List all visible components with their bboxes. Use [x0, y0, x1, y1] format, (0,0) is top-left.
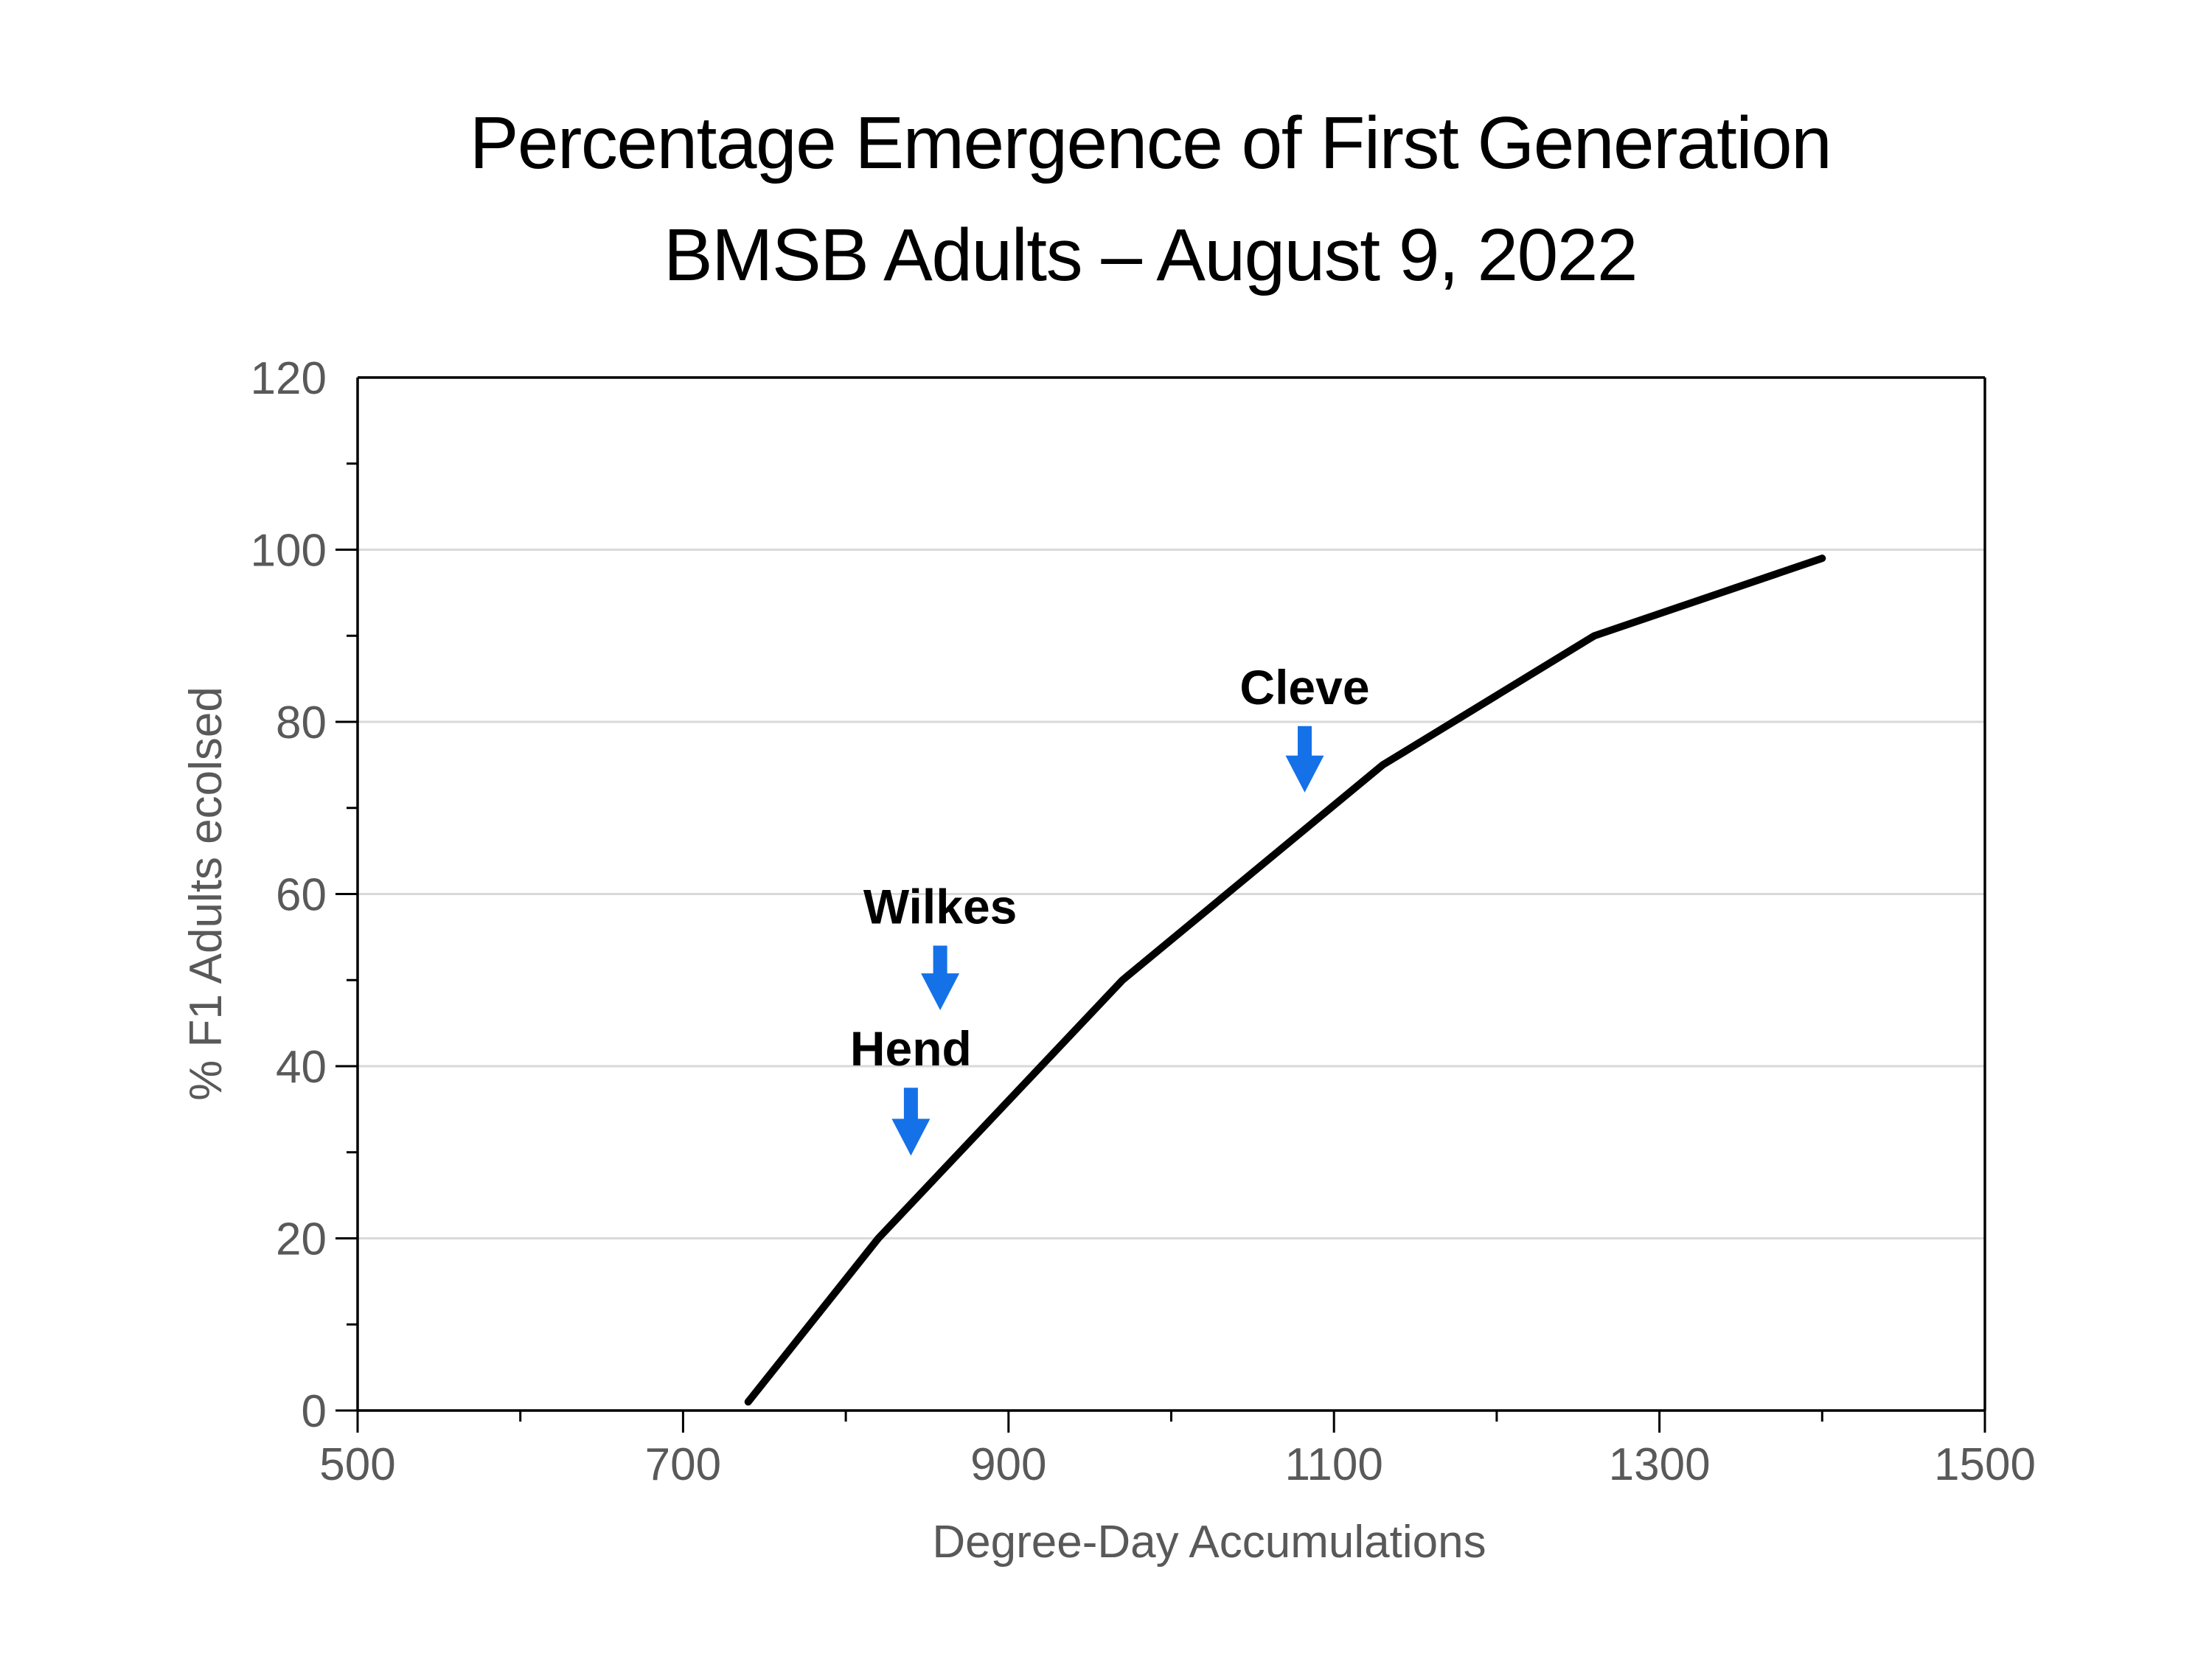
chart-title-line2: BMSB Adults – August 9, 2022: [663, 214, 1638, 296]
y-tick-label: 60: [276, 870, 327, 921]
chart-title-line1: Percentage Emergence of First Generation: [469, 102, 1832, 184]
y-tick-label: 0: [302, 1386, 327, 1437]
annotation-label: Wilkes: [863, 880, 1018, 934]
annotation-label: Hend: [850, 1021, 972, 1076]
down-arrow-icon: [921, 945, 960, 1011]
x-axis-title: Degree-Day Accumulations: [932, 1517, 1486, 1568]
x-tick-label: 1100: [1285, 1439, 1383, 1490]
down-arrow-icon: [1285, 726, 1324, 793]
emergence-curve: [744, 554, 1826, 1406]
x-tick-label: 700: [645, 1439, 721, 1490]
chart-title: Percentage Emergence of First Generation…: [265, 87, 2035, 311]
y-tick-label: 120: [251, 353, 327, 404]
annotation-label: Cleve: [1239, 660, 1369, 714]
y-tick-label: 100: [251, 526, 327, 577]
x-tick-label: 1300: [1609, 1439, 1711, 1490]
y-tick-label: 20: [276, 1214, 327, 1265]
y-tick-label: 80: [276, 698, 327, 748]
down-arrow-icon: [891, 1088, 931, 1156]
y-tick-label: 40: [276, 1042, 327, 1093]
x-tick-label: 900: [970, 1439, 1046, 1490]
x-tick-label: 1500: [1934, 1439, 2036, 1490]
y-axis-title: % F1 Adults ecolsed: [181, 686, 232, 1101]
x-tick-label: 500: [319, 1439, 395, 1490]
